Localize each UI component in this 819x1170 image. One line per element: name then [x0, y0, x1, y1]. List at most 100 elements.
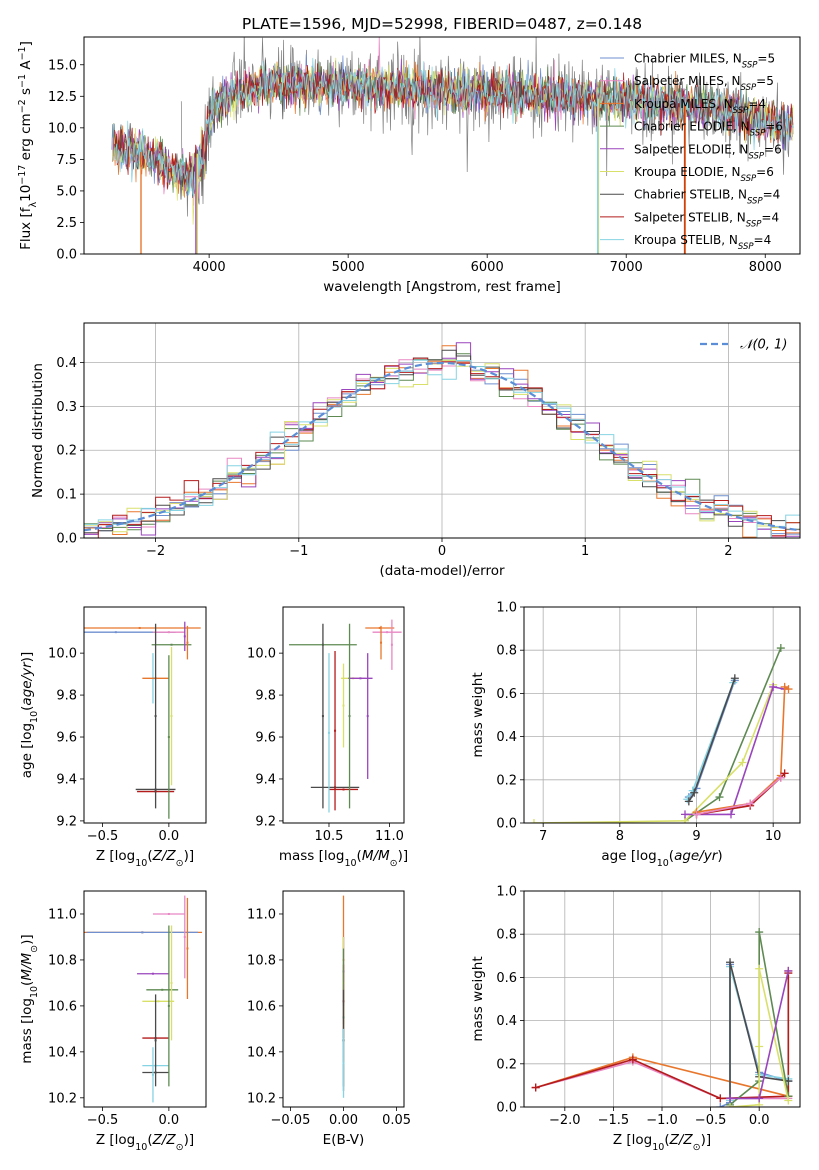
label-math: 10	[657, 858, 669, 869]
point-chabrier-stelib	[321, 715, 324, 718]
legend-model-name: Chabrier STELIB	[634, 188, 730, 202]
x-tick-label: 0.00	[329, 1113, 358, 1128]
spectrum-frame: 4000 5000 6000 7000 8000 0.0 2.5 5.0 7.5 10.0 12.5…	[48, 36, 801, 275]
label-math: , N	[721, 233, 738, 247]
legend-entry: Kroupa STELIB, NSSP=4	[634, 233, 771, 252]
point-kroupa-elodie	[170, 715, 173, 718]
weight-line-salpeter-elodie	[685, 685, 785, 816]
label-math: )]	[184, 1132, 195, 1148]
label-math: Z/Z	[152, 848, 177, 864]
label-math: 10	[135, 1142, 147, 1153]
legend-nssp: 4	[771, 210, 779, 224]
weight-marker-chabrier-stelib	[690, 788, 699, 797]
label-math: SSP	[733, 106, 749, 116]
label-math: ⊙	[390, 858, 398, 869]
legend-model-name: Salpeter STELIB	[634, 210, 729, 224]
point-kroupa-miles	[186, 947, 189, 950]
y-tick-label: 10.8	[247, 953, 276, 968]
y-axis-label: Normed distribution	[30, 363, 46, 498]
label-math: (	[147, 1132, 152, 1148]
weight-marker-salpeter-stelib	[716, 1094, 725, 1103]
label-math: SSP	[741, 83, 757, 93]
x-tick-label: −1.0	[646, 1113, 678, 1128]
label-math: 10	[18, 185, 34, 202]
weight-line-kroupa-elodie	[729, 968, 790, 1107]
label-math: )]	[398, 848, 409, 864]
model-spectrum-salpeter-stelib	[114, 63, 794, 195]
label-math: SSP	[741, 174, 757, 184]
legend-model-name: Kroupa MILES	[634, 97, 716, 111]
x-tick-label: −0.05	[271, 1113, 311, 1128]
y-tick-label: 0.3	[56, 400, 77, 415]
weight-marker-salpeter-elodie	[755, 1094, 764, 1103]
label-math: SSP	[742, 61, 758, 71]
label-math: 10	[29, 711, 40, 723]
plot-frame	[83, 890, 207, 1108]
histogram-kroupa-stelib	[84, 359, 800, 538]
y-tick-label: 10.8	[48, 953, 77, 968]
point-kroupa-miles	[380, 641, 383, 644]
x-axis-label-text: wavelength [Angstrom, rest frame]	[323, 279, 561, 295]
point-chabrier-elodie	[167, 1004, 170, 1007]
point-chabrier-elodie	[167, 736, 170, 739]
y-axis-label: mass [log10(M/M⊙)]	[19, 934, 40, 1063]
point-salpeter-stelib	[334, 729, 337, 732]
weight-marker-kroupa-elodie	[784, 1096, 793, 1105]
y-tick-label: 9.8	[255, 689, 276, 704]
weight-marker-salpeter-elodie	[727, 810, 735, 819]
label-math: ⊙	[693, 1142, 701, 1153]
y-tick-label: 0.8	[496, 644, 517, 659]
label-math: , N	[730, 188, 747, 202]
label-math: ]	[18, 41, 34, 46]
label-math: SSP	[738, 242, 754, 252]
age-vs-z-frame: −0.5 0.0 9.2 9.4 9.6 9.8 10.0	[48, 606, 207, 844]
label-math: =	[756, 165, 766, 179]
weight-marker-salpeter-miles	[746, 799, 755, 808]
x-tick-label: 2	[724, 544, 732, 559]
weight-line-salpeter-stelib	[696, 772, 786, 816]
mass-weight-vs-age-lines	[529, 644, 793, 823]
point-chabrier-elodie	[161, 988, 164, 991]
x-axis-label-text: mass [log	[279, 848, 345, 864]
mass-vs-z-errorbars	[84, 895, 203, 1103]
x-axis-label-text: age [log	[601, 848, 656, 864]
point-salpeter-miles	[167, 631, 170, 634]
label-math: (	[669, 848, 674, 864]
weight-marker-salpeter-elodie	[681, 810, 689, 819]
y-tick-label: 9.6	[56, 731, 77, 746]
point-salpeter-miles	[390, 643, 393, 646]
mass-weight-vs-z-lines	[531, 928, 793, 1107]
x-tick-label: −1.5	[598, 1113, 630, 1128]
y-tick-label: 5.0	[56, 184, 77, 199]
weight-marker-kroupa-elodie	[738, 758, 747, 767]
y-tick-label: 10.0	[247, 647, 276, 662]
label-math: (	[147, 848, 152, 864]
point-kroupa-elodie	[170, 981, 173, 984]
age-vs-mass-errorbars	[289, 619, 402, 813]
legend-entry: Salpeter ELODIE, NSSP=6	[634, 142, 782, 161]
point-chabrier-stelib	[154, 715, 157, 718]
legend-nssp: 4	[764, 233, 772, 247]
label-math: −2	[17, 99, 28, 113]
legend-entry: Salpeter MILES, NSSP=5	[634, 74, 774, 93]
mass-weight-vs-age-frame: 7 8 9 10 0.0 0.2 0.4 0.6 0.8 1.0	[496, 601, 801, 844]
x-tick-label: 7	[539, 829, 547, 844]
y-tick-label: 10.6	[48, 999, 77, 1014]
y-tick-label: 15.0	[48, 58, 77, 73]
y-tick-label: 10.4	[48, 1045, 77, 1060]
legend-nssp: 6	[775, 120, 783, 134]
point-salpeter-elodie	[366, 715, 369, 718]
point-salpeter-elodie	[151, 972, 154, 975]
y-tick-label: 0.8	[496, 928, 517, 943]
label-math: =	[765, 120, 775, 134]
weight-marker-chabrier-elodie	[755, 928, 764, 937]
y-tick-label: 12.5	[48, 90, 77, 105]
x-axis-label: Z [log10(Z/Z⊙)]	[96, 848, 194, 869]
legend-entry: Chabrier ELODIE, NSSP=6	[634, 120, 783, 139]
y-tick-label: 9.4	[255, 772, 276, 787]
label-math: −1	[17, 74, 28, 88]
label-math: =	[757, 52, 767, 66]
point-salpeter-miles	[386, 631, 389, 634]
x-tick-label: 9	[692, 829, 700, 844]
